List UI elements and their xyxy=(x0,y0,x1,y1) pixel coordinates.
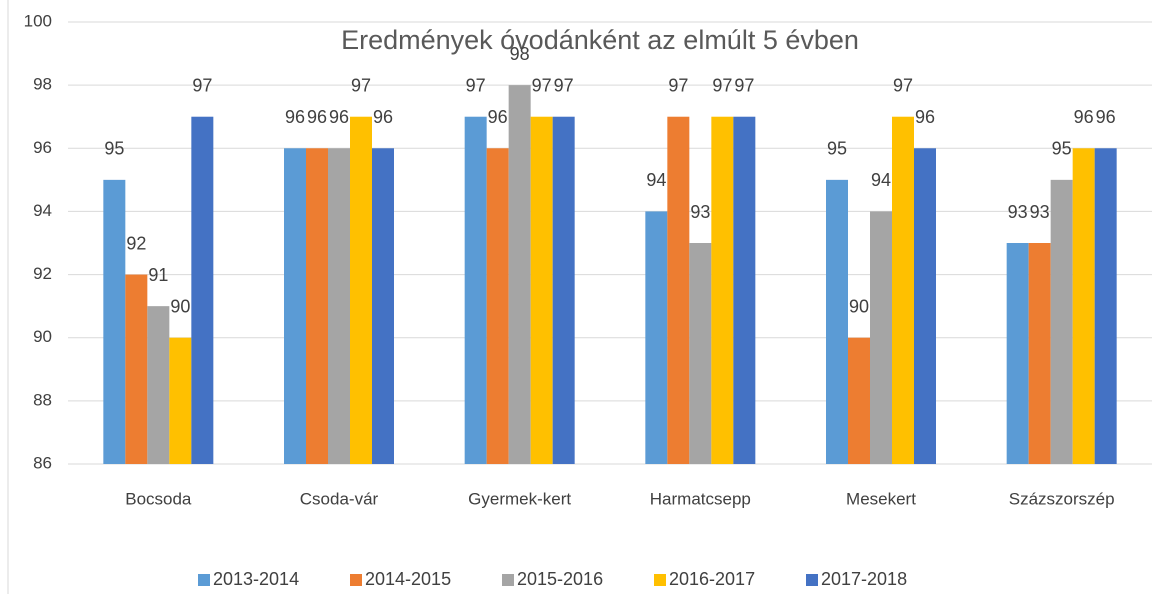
chart-title: Eredmények óvodánként az elmúlt 5 évben xyxy=(341,25,859,55)
bar xyxy=(1094,148,1117,465)
legend-label: 2013-2014 xyxy=(213,569,299,589)
y-tick-label: 92 xyxy=(33,264,52,283)
y-tick-label: 86 xyxy=(33,453,52,472)
bar xyxy=(169,337,192,464)
legend-swatch xyxy=(806,574,818,586)
bar xyxy=(530,116,553,464)
bar xyxy=(667,116,690,464)
data-label: 97 xyxy=(192,75,212,95)
bar xyxy=(826,179,848,464)
bar xyxy=(508,85,531,465)
bar xyxy=(733,116,756,464)
bar xyxy=(103,179,126,464)
legend-swatch xyxy=(350,574,362,586)
bar xyxy=(1072,148,1095,465)
data-label: 97 xyxy=(532,75,552,95)
y-tick-label: 90 xyxy=(33,327,52,346)
data-label: 97 xyxy=(893,75,913,95)
bar xyxy=(1028,243,1051,464)
legend-label: 2015-2016 xyxy=(517,569,603,589)
data-label: 91 xyxy=(148,265,168,285)
bar xyxy=(711,116,734,464)
data-label: 94 xyxy=(646,170,666,190)
data-label: 97 xyxy=(351,75,371,95)
legend-swatch xyxy=(502,574,514,586)
legend-swatch xyxy=(198,574,210,586)
bar xyxy=(284,148,306,465)
x-tick-label: Gyermek-kert xyxy=(468,489,571,508)
legend-swatch xyxy=(654,574,666,586)
bar xyxy=(689,243,712,464)
x-tick-label: Csoda-vár xyxy=(300,489,379,508)
data-label: 96 xyxy=(488,107,508,127)
bar xyxy=(147,306,170,464)
data-label: 95 xyxy=(827,139,847,159)
data-label: 97 xyxy=(466,75,486,95)
data-label: 93 xyxy=(1030,202,1050,222)
y-tick-label: 94 xyxy=(33,201,52,220)
bar xyxy=(328,148,350,465)
data-label: 96 xyxy=(915,107,935,127)
legend-label: 2014-2015 xyxy=(365,569,451,589)
bar xyxy=(552,116,575,464)
data-label: 90 xyxy=(849,296,869,316)
bar xyxy=(914,148,936,465)
y-tick-label: 96 xyxy=(33,138,52,157)
y-tick-label: 100 xyxy=(24,11,52,30)
data-label: 97 xyxy=(734,75,754,95)
bar xyxy=(1050,179,1073,464)
data-label: 92 xyxy=(126,233,146,253)
y-tick-label: 98 xyxy=(33,75,52,94)
data-label: 95 xyxy=(104,139,124,159)
data-label: 97 xyxy=(712,75,732,95)
bar xyxy=(125,274,148,464)
data-label: 97 xyxy=(554,75,574,95)
y-tick-label: 88 xyxy=(33,390,52,409)
data-label: 98 xyxy=(510,44,530,64)
data-label: 96 xyxy=(373,107,393,127)
x-tick-label: Harmatcsepp xyxy=(650,489,751,508)
data-label: 96 xyxy=(307,107,327,127)
x-tick-label: Százszorszép xyxy=(1009,489,1115,508)
bar xyxy=(191,116,214,464)
bar xyxy=(848,337,870,464)
data-label: 96 xyxy=(285,107,305,127)
data-label: 90 xyxy=(170,296,190,316)
legend-label: 2016-2017 xyxy=(669,569,755,589)
data-label: 96 xyxy=(1096,107,1116,127)
bar xyxy=(306,148,328,465)
data-label: 93 xyxy=(1008,202,1028,222)
bar xyxy=(1006,243,1029,464)
bar xyxy=(645,211,668,464)
bar xyxy=(892,116,914,464)
data-label: 93 xyxy=(690,202,710,222)
bar xyxy=(372,148,394,465)
bar xyxy=(486,148,509,465)
data-label: 95 xyxy=(1052,139,1072,159)
data-label: 97 xyxy=(668,75,688,95)
data-label: 96 xyxy=(329,107,349,127)
bar xyxy=(464,116,487,464)
data-label: 94 xyxy=(871,170,891,190)
legend-label: 2017-2018 xyxy=(821,569,907,589)
bar xyxy=(350,116,372,464)
x-tick-label: Bocsoda xyxy=(125,489,192,508)
data-label: 96 xyxy=(1074,107,1094,127)
x-tick-label: Mesekert xyxy=(846,489,916,508)
bar xyxy=(870,211,892,464)
